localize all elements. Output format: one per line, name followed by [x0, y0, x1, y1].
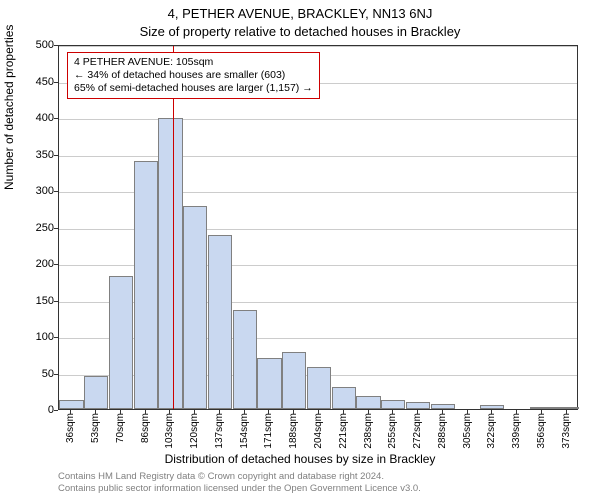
chart-title-sub: Size of property relative to detached ho…: [0, 24, 600, 39]
ytick-label: 250: [36, 222, 54, 234]
ytick-label: 350: [36, 149, 54, 161]
histogram-bar: [530, 407, 554, 409]
xtick-label: 204sqm: [313, 413, 324, 449]
histogram-bar: [109, 276, 133, 409]
y-axis-label: Number of detached properties: [2, 25, 16, 190]
histogram-bar: [233, 310, 257, 409]
subject-marker-line: [173, 46, 174, 409]
histogram-bar: [208, 235, 232, 409]
footer: Contains HM Land Registry data © Crown c…: [58, 471, 421, 495]
histogram-bar: [406, 402, 430, 409]
xtick-label: 288sqm: [437, 413, 448, 449]
histogram-bar: [332, 387, 356, 409]
xtick-label: 322sqm: [486, 413, 497, 449]
histogram-bar: [480, 405, 504, 409]
xtick-label: 154sqm: [239, 413, 250, 449]
chart-container: 4, PETHER AVENUE, BRACKLEY, NN13 6NJ Siz…: [0, 0, 600, 500]
ytick-label: 200: [36, 258, 54, 270]
plot-area: 4 PETHER AVENUE: 105sqm ← 34% of detache…: [58, 45, 578, 410]
histogram-bar: [282, 352, 306, 409]
x-axis-label: Distribution of detached houses by size …: [0, 452, 600, 466]
ytick-label: 50: [42, 368, 54, 380]
xtick-label: 238sqm: [363, 413, 374, 449]
xtick-label: 137sqm: [214, 413, 225, 449]
histogram-bar: [134, 161, 158, 409]
footer-line2: Contains public sector information licen…: [58, 483, 421, 495]
histogram-bar: [257, 358, 281, 409]
histogram-bar: [183, 206, 207, 409]
xtick-label: 120sqm: [189, 413, 200, 449]
xtick-label: 373sqm: [561, 413, 572, 449]
xtick-label: 103sqm: [164, 413, 175, 449]
footer-line1: Contains HM Land Registry data © Crown c…: [58, 471, 421, 483]
xtick-label: 171sqm: [263, 413, 274, 449]
histogram-bar: [59, 400, 83, 409]
histogram-bar: [356, 396, 380, 409]
ytick-label: 300: [36, 185, 54, 197]
ytick-label: 500: [36, 39, 54, 51]
xtick-label: 356sqm: [536, 413, 547, 449]
histogram-bar: [158, 118, 182, 409]
xtick-label: 305sqm: [462, 413, 473, 449]
xtick-label: 86sqm: [140, 413, 151, 443]
annotation-box: 4 PETHER AVENUE: 105sqm ← 34% of detache…: [67, 52, 320, 99]
ytick-label: 450: [36, 76, 54, 88]
histogram-bar: [431, 404, 455, 409]
ytick-label: 400: [36, 112, 54, 124]
xtick-label: 70sqm: [115, 413, 126, 443]
histogram-bar: [381, 400, 405, 409]
annotation-line1: 4 PETHER AVENUE: 105sqm: [74, 56, 313, 69]
xtick-label: 53sqm: [90, 413, 101, 443]
annotation-line2: ← 34% of detached houses are smaller (60…: [74, 69, 313, 82]
ytick-label: 100: [36, 331, 54, 343]
histogram-bar: [307, 367, 331, 409]
histogram-bar: [554, 407, 578, 409]
ytick-label: 150: [36, 295, 54, 307]
xtick-label: 36sqm: [65, 413, 76, 443]
xtick-label: 339sqm: [511, 413, 522, 449]
xtick-label: 272sqm: [412, 413, 423, 449]
xtick-label: 188sqm: [288, 413, 299, 449]
annotation-line3: 65% of semi-detached houses are larger (…: [74, 82, 313, 95]
chart-title-main: 4, PETHER AVENUE, BRACKLEY, NN13 6NJ: [0, 6, 600, 21]
histogram-bar: [84, 376, 108, 409]
xtick-label: 221sqm: [338, 413, 349, 449]
xtick-label: 255sqm: [387, 413, 398, 449]
